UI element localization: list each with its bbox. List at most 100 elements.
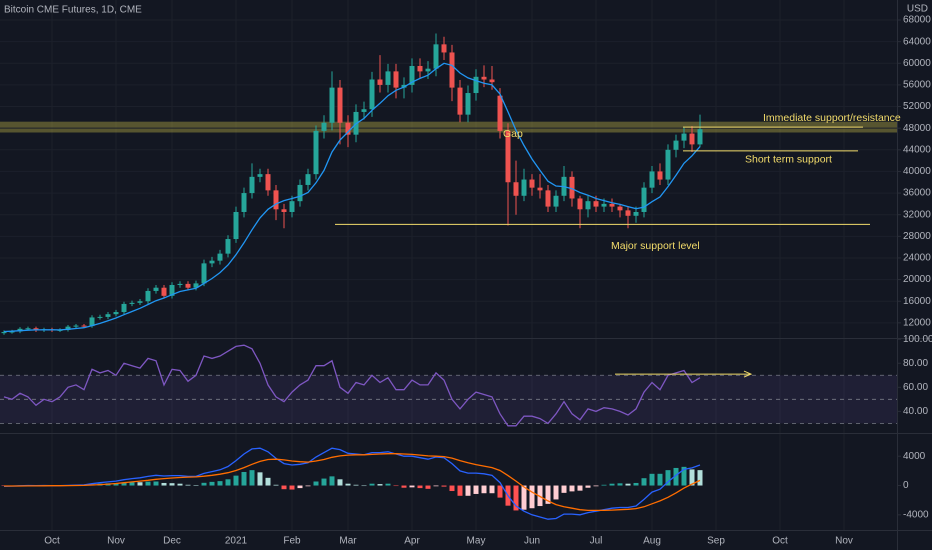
y-tick-label: 28000 [903,231,931,242]
candle-body [449,52,455,88]
histogram-bar [193,485,199,486]
y-tick-label: 60000 [903,58,931,69]
histogram-bar [457,485,463,496]
histogram-bar [665,470,671,486]
candle-body [65,326,71,330]
histogram-bar [313,481,319,486]
candle-body [665,149,671,180]
y-tick-label: 64000 [903,36,931,47]
histogram-bar [137,482,143,486]
candle-body [137,301,143,303]
histogram-bar [225,479,231,486]
y-tick-label: 12000 [903,317,931,328]
x-tick-label: Dec [163,536,181,547]
x-tick-label: Jun [524,536,540,547]
candle-body [441,44,447,53]
candle-body [193,283,199,288]
candle-body [257,174,263,177]
y-tick-label: 56000 [903,80,931,91]
candle-body [113,312,119,315]
candle-body [289,201,295,212]
histogram-bar [521,485,527,510]
y-tick-label: 40.00 [903,406,928,417]
candle-body [81,325,87,327]
histogram-bar [321,478,327,486]
histogram-bar [233,475,239,486]
histogram-bar [377,484,383,486]
histogram-bar [369,483,375,486]
candle-body [9,331,15,333]
histogram-bar [441,485,447,487]
histogram-bar [257,472,263,486]
histogram-bar [625,483,631,486]
x-tick-label: Jul [590,536,603,547]
y-tick-label: 48000 [903,123,931,134]
candle-body [25,328,31,330]
candle-body [489,79,495,83]
candle-body [337,87,343,123]
histogram-bar [289,485,295,490]
histogram-bar [577,485,583,491]
candle-body [545,190,551,207]
candle-body [585,201,591,210]
candle-body [385,71,391,85]
candle-body [473,76,479,94]
candle-body [617,206,623,211]
histogram-bar [529,485,535,509]
histogram-bar [481,485,487,494]
candle-body [89,317,95,327]
candle-body [433,44,439,69]
histogram-bar [113,483,119,486]
x-tick-label: Aug [643,536,661,547]
currency-label: USD [907,4,928,15]
series-line [4,453,701,512]
gap-label: Gap [503,128,523,140]
histogram-bar [417,485,423,489]
candle-body [249,176,255,194]
candle-body [217,253,223,261]
histogram-bar [609,483,615,486]
y-tick-label: 20000 [903,274,931,285]
candle-body [369,79,375,110]
candle-body [321,122,327,131]
x-tick-label: Nov [835,536,853,547]
x-tick-label: May [467,536,486,547]
candle-body [305,174,311,185]
histogram-bar [425,485,431,489]
candle-body [161,287,167,296]
x-tick-label: Nov [107,536,125,547]
histogram-bar [673,467,679,486]
candle-body [641,187,647,212]
candle-body [521,179,527,196]
histogram-bar [121,482,127,486]
candle-body [241,193,247,212]
histogram-bar [545,485,551,504]
histogram-bar [409,485,415,488]
candle-body [577,198,583,210]
annotation: Immediate support/resistance [763,112,901,124]
legend-title: Bitcoin CME Futures, 1D, CME [4,5,142,16]
histogram-bar [473,485,479,494]
histogram-bar [241,471,247,486]
histogram-bar [569,485,575,492]
candle-body [169,285,175,296]
candle-body [145,290,151,302]
candle-body [457,87,463,115]
histogram-bar [337,479,343,486]
histogram-bar [353,484,359,486]
y-tick-label: 52000 [903,101,931,112]
candle-body [105,314,111,317]
candle-body [361,109,367,112]
candle-body [569,176,575,199]
histogram-bar [489,485,495,494]
grid [0,121,897,424]
y-tick-label: 24000 [903,253,931,264]
candle-body [377,79,383,85]
y-tick-label: 44000 [903,144,931,155]
x-tick-label: Oct [772,536,788,547]
histogram-bar [657,473,663,486]
candle-body [185,283,191,288]
x-tick-label: Sep [707,536,725,547]
